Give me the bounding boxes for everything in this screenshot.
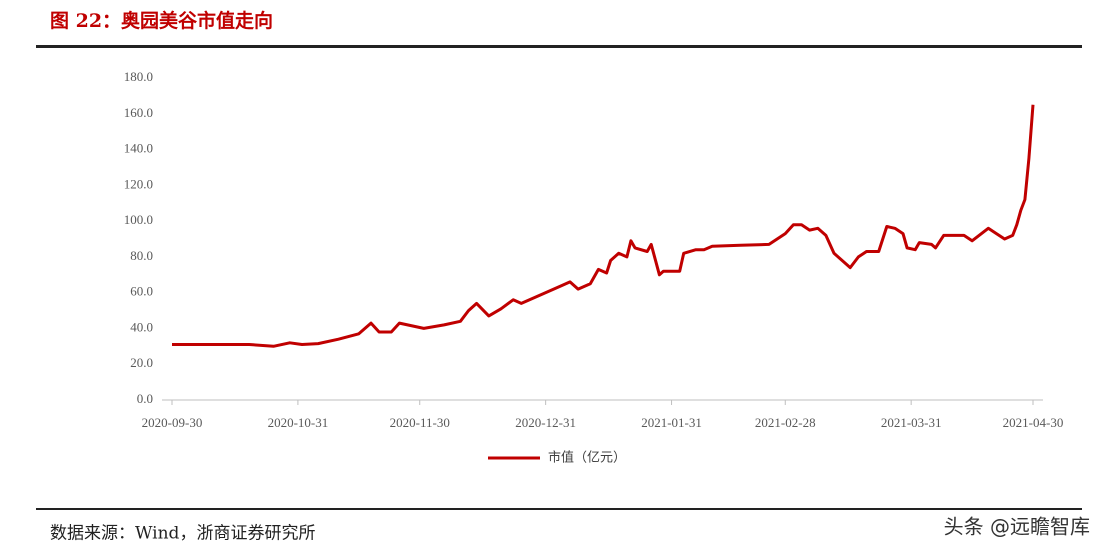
y-tick-label: 180.0 [124,69,153,84]
chart-title: 图 22：奥园美谷市值走向 [50,9,273,32]
watermark: 头条 @远瞻智库 [944,515,1090,539]
x-tick-label: 2021-01-31 [641,415,702,430]
x-tick-label: 2021-02-28 [755,415,816,430]
x-tick-label: 2020-10-31 [268,415,329,430]
y-tick-label: 160.0 [124,105,153,120]
x-tick-label: 2021-04-30 [1003,415,1064,430]
x-tick-label: 2021-03-31 [881,415,942,430]
y-tick-label: 60.0 [130,284,153,299]
y-tick-label: 140.0 [124,141,153,156]
y-tick-label: 40.0 [130,319,153,334]
y-tick-label: 0.0 [137,391,153,406]
data-line [172,104,1035,348]
source: 数据来源：Wind，浙商证券研究所 [50,524,315,544]
x-tick-label: 2020-11-30 [390,415,450,430]
y-tick-label: 80.0 [130,248,153,263]
legend-label: 市值（亿元） [548,450,626,466]
bottom-rule [36,508,1082,510]
x-tick-label: 2020-09-30 [142,415,203,430]
y-tick-label: 120.0 [124,176,153,191]
y-tick-label: 20.0 [130,355,153,370]
x-tick-label: 2020-12-31 [515,415,576,430]
y-tick-label: 100.0 [124,212,153,227]
top-rule [36,45,1082,48]
